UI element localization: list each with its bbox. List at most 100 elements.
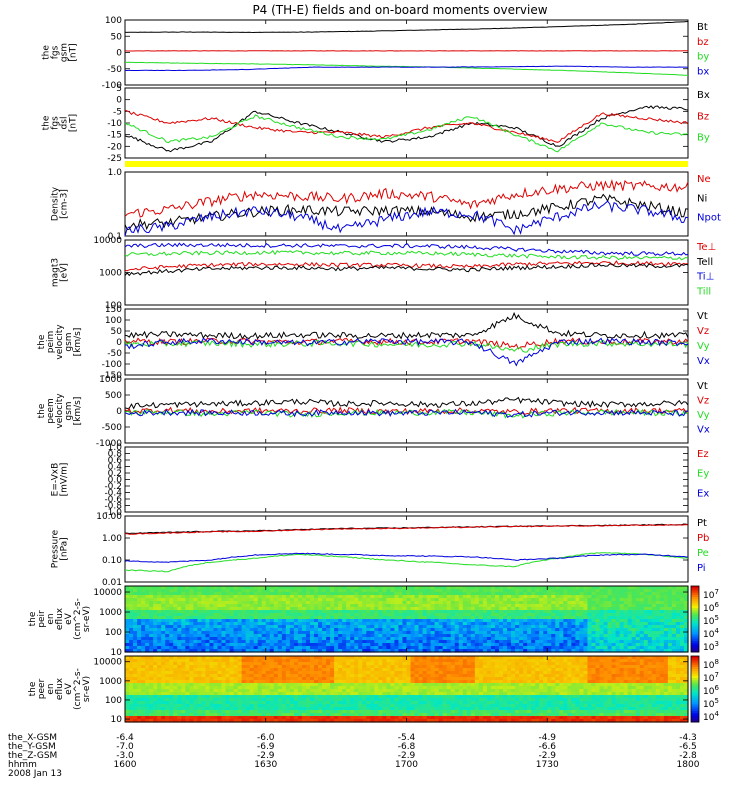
pressure-legend-3: Pi	[697, 563, 706, 574]
data-availability-bar	[125, 161, 688, 167]
peem_velocity-ytick-label: 1000	[99, 375, 122, 385]
efield-legend-0: Ez	[697, 449, 709, 460]
peir_spectrogram-cells	[125, 586, 689, 653]
fgs_dsl-ytick-label: -10	[107, 119, 122, 129]
peer_spectrogram-ytick-label: 10000	[93, 658, 122, 668]
peer_spectrogram-colorbar-tick: 108	[703, 658, 719, 671]
fgs_gsm-legend-2: by	[697, 52, 709, 63]
pressure-legend-0: Pt	[697, 518, 707, 529]
fgs_gsm-axis-label: [nT]	[69, 43, 79, 61]
peim_velocity-series-0	[125, 313, 688, 339]
fgs_dsl-ytick-label: -20	[107, 142, 122, 152]
pressure-legend-1: Pb	[697, 533, 709, 544]
fgs_gsm-legend-0: Bt	[697, 22, 708, 33]
peem_velocity-legend-3: Vx	[697, 425, 710, 436]
density-axis-label: [cm-3]	[60, 189, 70, 219]
peim_velocity-series-3	[125, 338, 688, 365]
pressure-ytick-label: 10.00	[96, 512, 122, 522]
peim_velocity-ytick-label: 0	[116, 338, 122, 348]
peem_velocity-series-0	[125, 398, 688, 409]
peim_velocity-legend-3: Vx	[697, 356, 710, 367]
temperature-axis-label: [eV]	[60, 263, 70, 282]
pressure-legend-2: Pe	[697, 548, 709, 559]
fgs_gsm-ytick-label: 0	[116, 49, 122, 59]
peer_spectrogram-ytick-label: 10	[111, 715, 123, 725]
peim_velocity-ytick-label: -50	[107, 349, 122, 359]
peir_spectrogram-ytick-label: 100	[105, 628, 122, 638]
peem_velocity-legend-1: Vz	[697, 396, 709, 407]
panel-efield: 1.00.80.60.40.20.0-0.2-0.4-0.6-0.8-1.0E=…	[51, 443, 710, 518]
efield-legend-2: Ex	[697, 488, 709, 499]
fgs_dsl-series-1	[125, 110, 688, 142]
fgs_dsl-ytick-label: 5	[116, 84, 122, 94]
peim_velocity-ytick-label: 100	[105, 316, 122, 326]
fgs_dsl-ytick-label: -15	[107, 131, 122, 141]
xaxis-value: 1730	[536, 760, 559, 770]
density-frame	[125, 172, 688, 236]
fgs_dsl-series-2	[125, 115, 688, 152]
density-series-2	[125, 201, 688, 236]
efield-legend-1: Ey	[697, 469, 709, 480]
peem_velocity-ytick-label: 0	[116, 407, 122, 417]
peer_spectrogram-colorbar-tick: 105	[703, 697, 719, 710]
pressure-axis-label: [nPa]	[60, 537, 70, 560]
fgs_gsm-legend-3: bx	[697, 66, 709, 77]
peem_velocity-legend-0: Vt	[697, 381, 708, 392]
temperature-frame	[125, 240, 688, 305]
peer_spectrogram-ytick-label: 100	[105, 696, 122, 706]
temperature-ytick-label: 10000	[93, 236, 122, 246]
peem_velocity-axis-label: [km/s]	[73, 397, 83, 426]
xaxis-value: 1630	[254, 760, 277, 770]
fgs_dsl-ytick-label: 0	[116, 96, 122, 106]
temperature-legend-2: Ti⊥	[696, 272, 714, 283]
pressure-ytick-label: 1.00	[102, 534, 122, 544]
peim_velocity-ytick-label: 150	[105, 305, 122, 315]
peir_spectrogram-colorbar-tick: 105	[703, 614, 719, 627]
peim_velocity-ytick-label: -100	[102, 360, 123, 370]
xaxis-value: 1600	[114, 760, 137, 770]
page-title: P4 (TH-E) fields and on-board moments ov…	[252, 3, 547, 17]
peim_velocity-axis-label: [km/s]	[73, 328, 83, 357]
density-legend-0: Ne	[697, 174, 711, 185]
peer_spectrogram-axis-label: sr-eV)	[82, 676, 92, 702]
density-ytick-label: 1.0	[108, 168, 123, 178]
peer_spectrogram-colorbar-tick: 107	[703, 671, 719, 684]
peim_velocity-legend-1: Vz	[697, 326, 709, 337]
fgs_gsm-legend-1: bz	[697, 37, 709, 48]
temperature-legend-3: Till	[696, 286, 711, 297]
xaxis-value: 1800	[677, 760, 700, 770]
fgs_gsm-series-2	[125, 62, 688, 75]
peem_velocity-ytick-label: -500	[102, 423, 123, 433]
fgs_dsl-legend-2: By	[697, 133, 710, 144]
peir_spectrogram-ytick-label: 1000	[99, 608, 122, 618]
density-legend-1: Ni	[697, 193, 707, 204]
efield-axis-label: [mV/m]	[60, 463, 70, 497]
peem_velocity-ytick-label: 500	[105, 391, 122, 401]
fgs_dsl-axis-label: [nT]	[69, 114, 79, 132]
density-series-0	[125, 181, 688, 217]
temperature-ytick-label: 1000	[99, 269, 122, 279]
peem_velocity-legend-2: Vy	[697, 410, 710, 421]
fgs_dsl-legend-0: Bx	[697, 90, 710, 101]
peir_spectrogram-colorbar-tick: 103	[703, 640, 719, 653]
peim_velocity-legend-2: Vy	[697, 341, 710, 352]
pressure-ytick-label: 0.10	[102, 556, 122, 566]
fgs_gsm-ytick-label: -50	[107, 65, 122, 75]
peer_spectrogram-colorbar-tick: 106	[703, 684, 719, 697]
fgs_gsm-series-3	[125, 66, 688, 70]
peer_spectrogram-ytick-label: 1000	[99, 677, 122, 687]
fgs_gsm-ytick-label: 50	[111, 32, 123, 42]
pressure-series-1	[125, 525, 688, 535]
fgs_dsl-ytick-label: -25	[107, 154, 122, 164]
pressure-ytick-label: 0.01	[102, 578, 122, 588]
temperature-series-2	[125, 243, 688, 255]
